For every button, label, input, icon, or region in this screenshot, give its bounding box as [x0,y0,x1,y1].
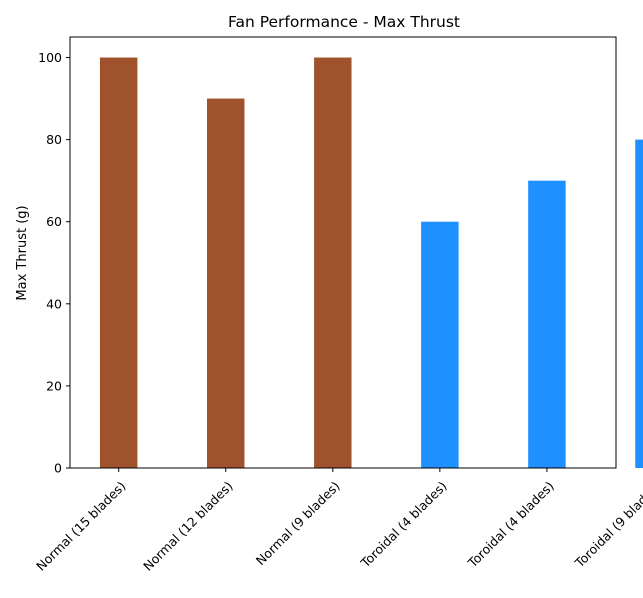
bar-6 [635,139,643,468]
x-tick-label: Normal (12 blades) [140,478,235,573]
x-tick-label: Normal (15 blades) [33,478,128,573]
x-tick-label: Toroidal (4 blades) [357,478,450,571]
bar-1 [99,57,138,469]
y-tick-label: 100 [38,50,62,65]
y-axis-title: Max Thrust (g) [15,205,30,300]
bar-5 [528,180,566,468]
x-axis-ticks: Normal (15 blades) Normal (12 blades) Norm… [33,468,643,574]
bar-4 [421,221,459,468]
chart-title: Fan Performance - Max Thrust [228,13,460,31]
y-tick-label: 0 [54,461,62,476]
bar-3 [314,57,352,469]
y-axis-ticks: 0 20 40 60 80 100 [38,50,70,476]
x-tick-label: Normal (9 blades) [253,478,343,568]
y-tick-label: 80 [46,132,62,147]
x-tick-label: Toroidal (4 blades) [464,478,557,571]
y-tick-label: 40 [46,296,62,311]
plot-frame [69,36,617,469]
bars-layer [99,57,643,469]
bar-2 [207,98,245,469]
x-tick-label: Toroidal (9 blades) [571,478,643,571]
y-tick-label: 60 [46,214,62,229]
y-tick-label: 20 [46,378,62,393]
